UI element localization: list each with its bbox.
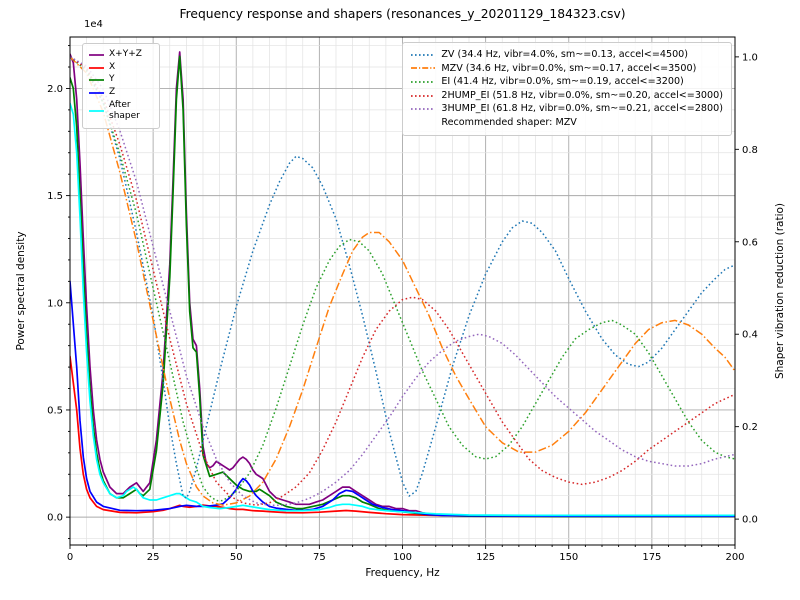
- legend-item: Z: [89, 87, 153, 99]
- legend-item: MZV (34.6 Hz, vibr=0.0%, sm~=0.17, accel…: [411, 62, 723, 76]
- legend-item-label: ZV (34.4 Hz, vibr=4.0%, sm~=0.13, accel<…: [441, 49, 689, 60]
- legend-item-label: X+Y+Z: [109, 49, 142, 59]
- shaper-legend: ZV (34.4 Hz, vibr=4.0%, sm~=0.13, accel<…: [402, 42, 732, 136]
- recommended-shaper-label: Recommended shaper: MZV: [441, 117, 577, 129]
- legend-item: EI (41.4 Hz, vibr=0.0%, sm~=0.19, accel<…: [411, 75, 723, 89]
- psd-curve-xyz: [70, 51, 735, 518]
- y-tick-label-left: 1.5: [47, 191, 63, 202]
- legend-item: ZV (34.4 Hz, vibr=4.0%, sm~=0.13, accel<…: [411, 48, 723, 62]
- y-axis-label-left: Power spectral density: [15, 231, 27, 351]
- psd-legend: X+Y+Z X Y Z After shaper: [82, 43, 160, 130]
- legend-line-swatch: [411, 52, 436, 58]
- legend-item-recommended: Recommended shaper: MZV: [411, 116, 723, 130]
- shaper-curve-ZV: [70, 56, 735, 500]
- legend-line-swatch: [89, 108, 104, 114]
- legend-item: 3HUMP_EI (61.8 Hz, vibr=0.0%, sm~=0.21, …: [411, 102, 723, 116]
- y-tick-label-right: 0.2: [742, 422, 758, 433]
- tick-labels: 0 25 50 75 100 125 150 175 200 0.0 0.5 1.0 1.5 2.0 0.0…: [47, 52, 758, 563]
- legend-line-swatch: [89, 90, 104, 96]
- legend-item-label: 2HUMP_EI (51.8 Hz, vibr=0.0%, sm~=0.20, …: [441, 89, 723, 101]
- y-tick-label-right: 0.8: [742, 145, 758, 156]
- y-tick-label-right: 0.4: [742, 330, 758, 341]
- y-tick-label-right: 0.6: [742, 237, 758, 248]
- x-tick-label: 0: [67, 552, 73, 563]
- psd-curve-after_shaper: [70, 102, 735, 517]
- legend-line-swatch: [411, 65, 436, 71]
- x-tick-label: 200: [725, 552, 744, 563]
- y-tick-label-right: 0.0: [742, 515, 758, 526]
- x-tick-label: 25: [147, 552, 160, 563]
- legend-item: 2HUMP_EI (51.8 Hz, vibr=0.0%, sm~=0.20, …: [411, 89, 723, 103]
- x-tick-label: 175: [642, 552, 661, 563]
- legend-item-label: EI (41.4 Hz, vibr=0.0%, sm~=0.19, accel<…: [441, 76, 684, 88]
- legend-item: X+Y+Z: [89, 49, 153, 61]
- legend-item: Y: [89, 74, 153, 86]
- legend-item: After shaper: [89, 100, 153, 123]
- x-tick-label: 100: [393, 552, 412, 563]
- x-axis-label: Frequency, Hz: [365, 567, 440, 579]
- shaper-curve-EI: [70, 56, 735, 502]
- x-tick-label: 150: [559, 552, 578, 563]
- x-tick-label: 50: [230, 552, 243, 563]
- chart-title: Frequency response and shapers (resonanc…: [179, 7, 626, 21]
- y-tick-label-left: 0.0: [47, 513, 63, 524]
- axis-ticks: [66, 45, 739, 549]
- shaper-curve-2HUMP_EI: [70, 56, 735, 506]
- legend-line-swatch: [89, 77, 104, 83]
- legend-line-swatch: [89, 52, 104, 58]
- y-tick-label-left: 1.0: [47, 298, 63, 309]
- x-tick-label: 75: [313, 552, 326, 563]
- x-tick-label: 125: [476, 552, 495, 563]
- legend-item-label: Y: [109, 74, 115, 85]
- legend-item-label: MZV (34.6 Hz, vibr=0.0%, sm~=0.17, accel…: [441, 62, 697, 74]
- curves: [70, 51, 735, 518]
- legend-line-swatch: [411, 93, 436, 99]
- y-tick-label-left: 2.0: [47, 84, 63, 95]
- legend-line-swatch: [89, 65, 104, 71]
- legend-item-label: X: [109, 61, 116, 72]
- y-tick-label-left: 0.5: [47, 405, 63, 416]
- y-axis-offset-label: 1e4: [84, 19, 103, 30]
- legend-item-label: After shaper: [109, 99, 140, 122]
- y-axis-label-right: Shaper vibration reduction (ratio): [774, 202, 786, 380]
- psd-curve-z: [70, 280, 735, 518]
- legend-line-swatch: [411, 106, 436, 112]
- legend-item-label: Z: [109, 87, 116, 98]
- shaper-curve-3HUMP_EI: [70, 56, 735, 506]
- shaper-curve-MZV: [70, 56, 735, 506]
- legend-item-label: 3HUMP_EI (61.8 Hz, vibr=0.0%, sm~=0.21, …: [441, 103, 723, 115]
- legend-line-swatch: [411, 79, 436, 85]
- y-tick-label-right: 1.0: [742, 52, 758, 63]
- legend-item: X: [89, 62, 153, 74]
